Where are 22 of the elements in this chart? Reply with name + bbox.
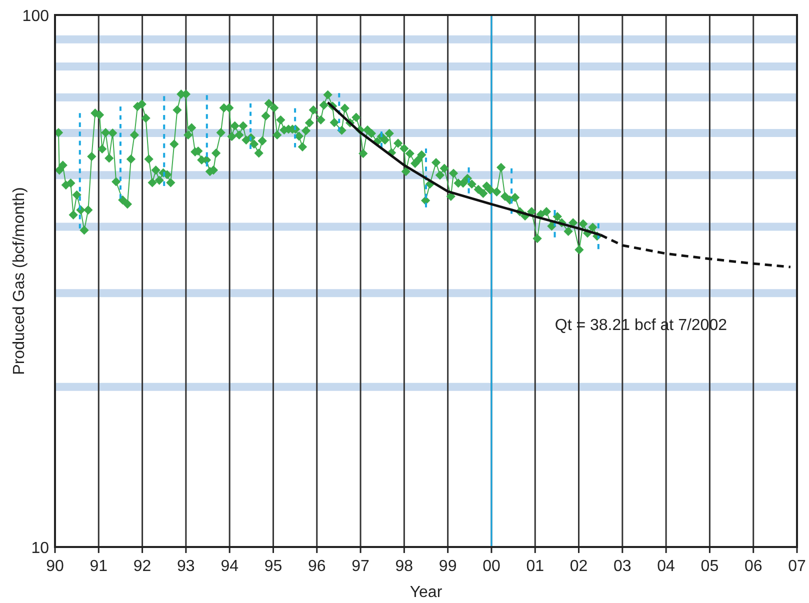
x-tick-label: 02 bbox=[570, 558, 588, 575]
x-tick-label: 00 bbox=[482, 558, 500, 575]
x-axis-title: Year bbox=[410, 584, 443, 601]
x-tick-label: 93 bbox=[177, 558, 195, 575]
x-tick-label: 07 bbox=[788, 558, 806, 575]
x-tick-label: 06 bbox=[744, 558, 762, 575]
x-tick-label: 90 bbox=[46, 558, 64, 575]
x-tick-label: 92 bbox=[133, 558, 152, 575]
x-tick-label: 98 bbox=[395, 558, 414, 575]
x-tick-label: 95 bbox=[264, 558, 282, 575]
y-tick-label: 100 bbox=[22, 8, 50, 25]
x-tick-label: 91 bbox=[90, 558, 108, 575]
x-tick-label: 99 bbox=[438, 558, 457, 575]
x-tick-label: 03 bbox=[614, 558, 632, 575]
x-tick-label: 96 bbox=[308, 558, 326, 575]
x-tick-label: 94 bbox=[220, 558, 239, 575]
x-tick-label: 01 bbox=[526, 558, 544, 575]
x-tick-label: 97 bbox=[352, 558, 370, 575]
x-tick-label: 04 bbox=[657, 558, 676, 575]
x-tick-label: 05 bbox=[700, 558, 719, 575]
y-axis-title: Produced Gas (bcf/month) bbox=[11, 187, 28, 375]
y-tick-label: 10 bbox=[31, 540, 50, 557]
